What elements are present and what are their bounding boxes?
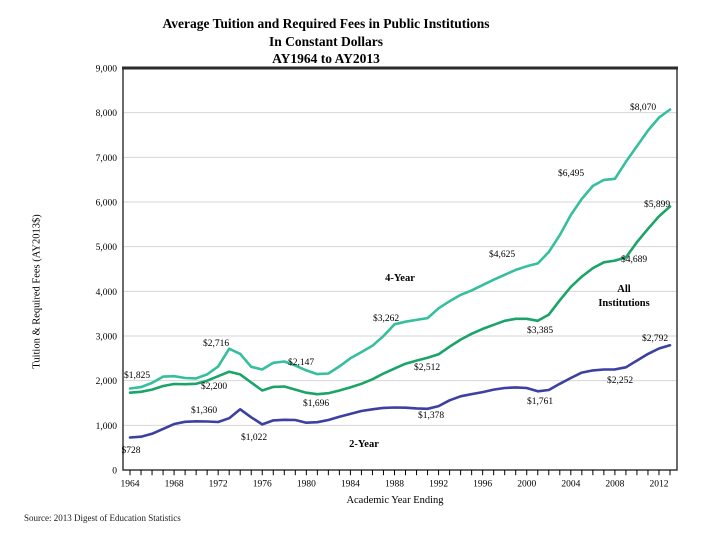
source-note: Source: 2013 Digest of Education Statist… bbox=[24, 513, 181, 523]
data-label: $4,689 bbox=[621, 254, 647, 265]
chart-title-line2: In Constant Dollars bbox=[268, 33, 384, 49]
series-line-4-year bbox=[128, 108, 672, 390]
x-tick-label: 2012 bbox=[649, 480, 668, 490]
data-label: $6,495 bbox=[558, 168, 584, 179]
chart-title: Average Tuition and Required Fees in Pub… bbox=[126, 15, 526, 68]
data-label: $2,200 bbox=[201, 381, 227, 392]
x-tick-label: 1980 bbox=[297, 480, 316, 490]
series-label: All bbox=[617, 284, 631, 295]
y-tick-label: 2,000 bbox=[96, 377, 118, 387]
data-label: $8,070 bbox=[630, 102, 656, 113]
data-label: $3,262 bbox=[373, 313, 399, 324]
data-label: $2,147 bbox=[288, 357, 314, 368]
x-tick-label: 1976 bbox=[253, 480, 272, 490]
x-tick-label: 1972 bbox=[209, 480, 228, 490]
data-label: $1,825 bbox=[124, 370, 150, 381]
x-tick-label: 1992 bbox=[429, 480, 448, 490]
data-label: $1,022 bbox=[241, 432, 267, 443]
y-tick-label: 6,000 bbox=[96, 199, 118, 209]
x-tick-label: 2000 bbox=[517, 480, 536, 490]
x-tick-label: 1984 bbox=[341, 480, 360, 490]
series-line-2-year bbox=[128, 343, 672, 439]
y-tick-label: 4,000 bbox=[96, 288, 118, 298]
x-tick-label: 2004 bbox=[561, 480, 580, 490]
data-label: $728 bbox=[122, 445, 141, 456]
series-label: Institutions bbox=[598, 298, 649, 309]
y-tick-label: 0 bbox=[112, 467, 117, 477]
data-label: $4,625 bbox=[489, 249, 515, 260]
x-axis-title: Academic Year Ending bbox=[346, 495, 444, 506]
data-label: $3,385 bbox=[527, 325, 553, 336]
data-label: $2,716 bbox=[203, 338, 229, 349]
y-tick-label: 8,000 bbox=[96, 109, 118, 119]
chart-title-line3: AY1964 to AY2013 bbox=[272, 51, 380, 66]
data-label: $1,761 bbox=[527, 396, 553, 407]
series-label: 4-Year bbox=[385, 273, 415, 284]
data-label: $1,378 bbox=[418, 410, 444, 421]
series-label: 2-Year bbox=[349, 439, 379, 450]
y-tick-label: 5,000 bbox=[96, 243, 118, 253]
x-tick-label: 1988 bbox=[385, 480, 404, 490]
x-tick-label: 1996 bbox=[473, 480, 492, 490]
x-tick-label: 1964 bbox=[121, 480, 140, 490]
y-tick-label: 7,000 bbox=[96, 154, 118, 164]
data-label: $1,360 bbox=[191, 405, 217, 416]
y-tick-label: 3,000 bbox=[96, 333, 118, 343]
data-label: $2,252 bbox=[607, 375, 633, 386]
y-tick-label: 1,000 bbox=[96, 422, 118, 432]
data-label: $5,899 bbox=[644, 199, 670, 210]
data-label: $1,696 bbox=[303, 398, 329, 409]
data-label: $2,792 bbox=[642, 333, 668, 344]
y-axis-title: Tuition & Required Fees (AY2013$) bbox=[31, 214, 43, 369]
y-tick-label: 9,000 bbox=[96, 65, 118, 75]
x-tick-label: 2008 bbox=[605, 480, 624, 490]
chart-title-line1: Average Tuition and Required Fees in Pub… bbox=[162, 16, 490, 31]
x-tick-label: 1968 bbox=[165, 480, 184, 490]
data-label: $2,512 bbox=[414, 362, 440, 373]
series-line-all-institutions bbox=[128, 205, 672, 396]
